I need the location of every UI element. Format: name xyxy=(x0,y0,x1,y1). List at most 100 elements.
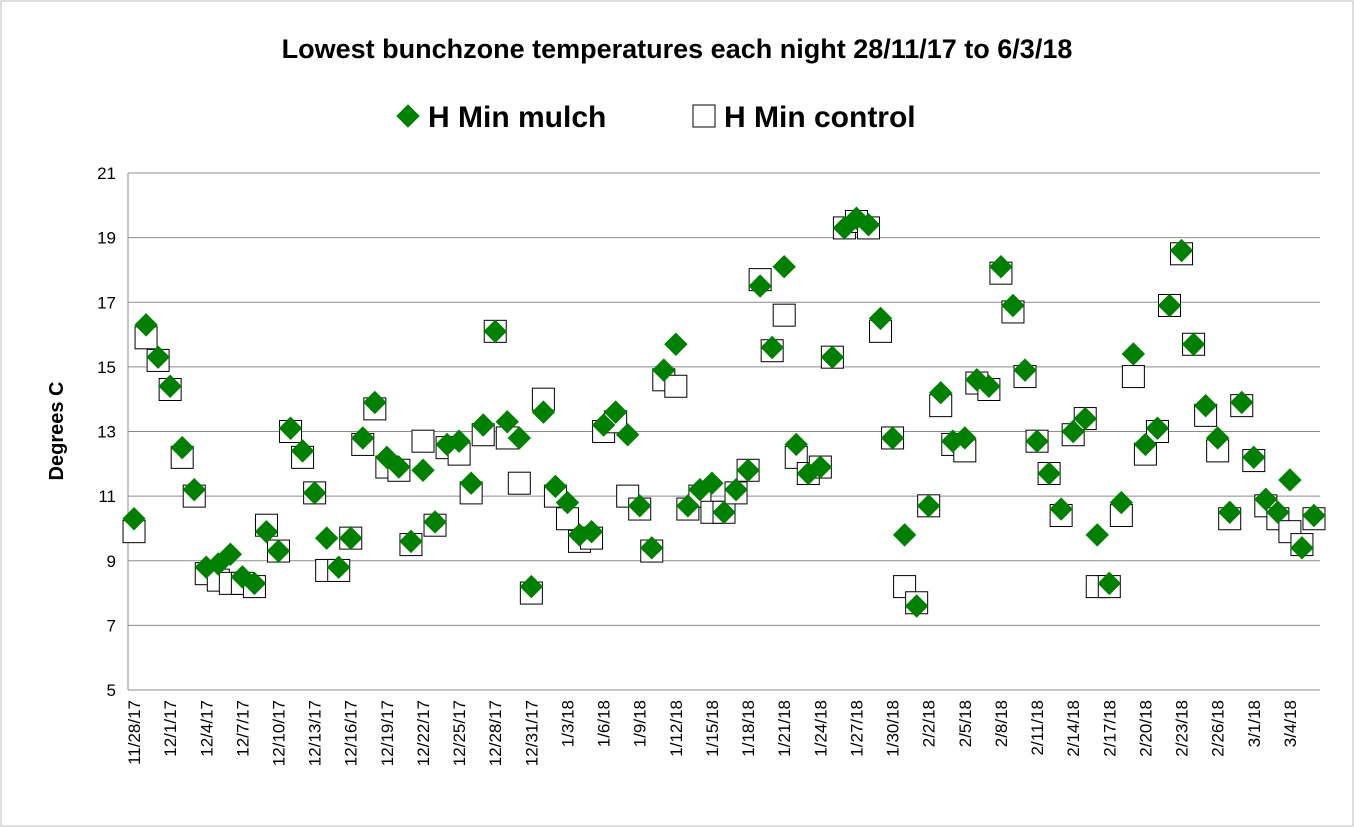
point xyxy=(411,429,435,453)
x-tick-label: 11/28/17 xyxy=(125,700,144,765)
x-tick-label: 1/3/18 xyxy=(558,700,577,747)
point xyxy=(1013,358,1037,382)
point xyxy=(1073,406,1097,431)
point xyxy=(387,455,411,479)
point xyxy=(254,519,279,544)
point xyxy=(507,426,532,450)
point xyxy=(1037,461,1061,486)
point xyxy=(1109,490,1134,515)
point xyxy=(856,212,881,237)
y-tick-label: 7 xyxy=(107,616,116,635)
point xyxy=(302,481,327,505)
point xyxy=(916,494,941,518)
x-tick-label: 1/18/18 xyxy=(739,700,758,757)
point xyxy=(363,390,387,415)
point xyxy=(290,439,315,463)
point xyxy=(652,358,676,382)
point xyxy=(1061,419,1085,444)
x-tick-label: 12/25/17 xyxy=(450,700,469,766)
y-tick-label: 15 xyxy=(97,358,116,377)
point xyxy=(736,458,760,482)
point xyxy=(278,416,303,440)
x-tick-label: 3/1/18 xyxy=(1245,700,1264,747)
point xyxy=(977,374,1001,398)
x-tick-label: 12/1/17 xyxy=(161,700,180,757)
point xyxy=(1290,536,1314,560)
x-tick-label: 1/30/18 xyxy=(884,700,903,757)
y-tick-label: 9 xyxy=(107,552,116,571)
x-tick-label: 12/4/17 xyxy=(197,700,216,757)
point xyxy=(664,332,688,356)
x-tick-label: 2/8/18 xyxy=(992,700,1011,747)
point xyxy=(772,303,796,327)
x-tick-label: 2/23/18 xyxy=(1173,700,1192,757)
x-tick-label: 1/27/18 xyxy=(847,700,866,757)
point xyxy=(423,510,447,534)
point xyxy=(1121,342,1146,366)
x-tick-label: 1/6/18 xyxy=(595,700,614,747)
point xyxy=(1266,500,1290,524)
point xyxy=(904,594,929,618)
point xyxy=(447,429,471,453)
point xyxy=(1121,365,1145,389)
point xyxy=(134,313,158,337)
point xyxy=(495,410,519,434)
point xyxy=(1169,238,1194,263)
point xyxy=(1085,523,1109,547)
point xyxy=(676,494,700,518)
point xyxy=(784,432,808,457)
x-tick-label: 12/10/17 xyxy=(270,700,289,766)
point xyxy=(314,526,339,550)
x-tick-label: 1/24/18 xyxy=(811,700,830,757)
legend-label: H Min mulch xyxy=(428,101,606,134)
point xyxy=(712,500,736,524)
x-tick-label: 2/11/18 xyxy=(1028,700,1047,755)
point xyxy=(664,374,688,398)
x-tick-label: 1/12/18 xyxy=(667,700,686,757)
point xyxy=(266,539,291,563)
point xyxy=(820,345,845,369)
point xyxy=(519,574,544,599)
point xyxy=(399,529,423,554)
legend-marker xyxy=(396,104,420,128)
x-tick-label: 12/31/17 xyxy=(522,700,541,766)
chart-title: Lowest bunchzone temperatures each night… xyxy=(282,34,1073,64)
x-tick-label: 2/17/18 xyxy=(1100,700,1119,757)
point xyxy=(170,435,194,460)
point xyxy=(459,471,483,495)
point xyxy=(471,413,495,437)
point xyxy=(748,274,772,298)
point xyxy=(146,345,170,369)
point xyxy=(772,254,796,279)
point xyxy=(339,526,363,550)
point xyxy=(1205,426,1230,450)
point xyxy=(892,523,917,547)
point xyxy=(700,471,724,495)
y-axis-label: Degrees C xyxy=(46,382,68,481)
point xyxy=(929,381,953,405)
point xyxy=(989,254,1013,279)
point xyxy=(880,426,905,450)
point xyxy=(507,471,531,495)
point xyxy=(1157,293,1182,318)
x-tick-label: 2/26/18 xyxy=(1209,700,1228,757)
point xyxy=(531,400,556,424)
x-tick-label: 2/2/18 xyxy=(920,700,939,747)
point xyxy=(1181,332,1206,356)
point xyxy=(1230,390,1254,415)
point xyxy=(1242,445,1266,470)
point xyxy=(1145,416,1170,440)
point xyxy=(483,319,507,344)
legend-marker xyxy=(692,104,716,128)
point xyxy=(1217,500,1242,524)
point xyxy=(122,507,146,531)
point xyxy=(1049,497,1073,521)
y-tick-label: 19 xyxy=(97,229,116,248)
point xyxy=(953,426,977,450)
point xyxy=(579,519,604,544)
point xyxy=(1025,429,1049,453)
y-tick-label: 13 xyxy=(97,423,116,442)
x-tick-label: 2/5/18 xyxy=(956,700,975,747)
point xyxy=(411,458,435,482)
x-tick-label: 12/16/17 xyxy=(342,700,361,766)
